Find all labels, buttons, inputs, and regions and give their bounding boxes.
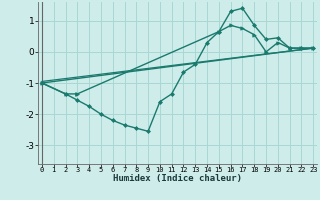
X-axis label: Humidex (Indice chaleur): Humidex (Indice chaleur) [113, 174, 242, 183]
